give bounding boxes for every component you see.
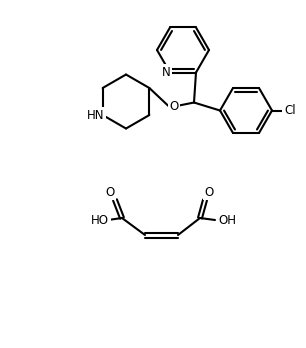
Text: O: O — [204, 185, 214, 198]
Text: Cl: Cl — [284, 104, 296, 117]
Text: O: O — [105, 185, 115, 198]
Text: N: N — [162, 66, 170, 79]
Text: O: O — [170, 100, 179, 113]
Text: HO: HO — [91, 214, 109, 227]
Text: OH: OH — [218, 214, 236, 227]
Text: HN: HN — [87, 109, 104, 121]
